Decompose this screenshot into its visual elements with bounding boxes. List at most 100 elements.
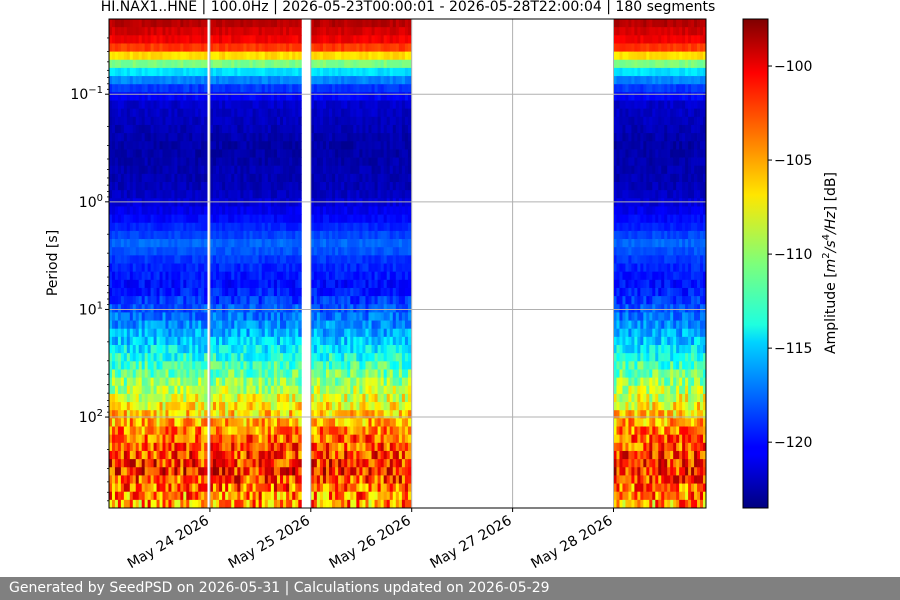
heatmap-cell <box>138 141 143 150</box>
heatmap-cell <box>111 230 116 240</box>
heatmap-cell <box>356 402 360 411</box>
heatmap-cell <box>237 173 241 183</box>
heatmap-cell <box>276 51 281 61</box>
heatmap-cell <box>153 345 157 354</box>
heatmap-cell <box>162 393 166 403</box>
heatmap-cell <box>347 385 351 395</box>
heatmap-cell <box>310 27 315 36</box>
heatmap-cell <box>280 198 284 207</box>
heatmap-cell <box>344 182 348 191</box>
heatmap-cell <box>189 467 193 476</box>
heatmap-cell <box>356 450 360 460</box>
heatmap-cell <box>325 222 330 232</box>
heatmap-cell <box>212 67 217 77</box>
heatmap-cell <box>198 304 202 313</box>
heatmap-cell <box>325 467 330 476</box>
heatmap-cell <box>267 84 272 93</box>
heatmap-cell <box>267 247 272 256</box>
heatmap-cell <box>126 410 131 419</box>
heatmap-cell <box>234 124 238 134</box>
heatmap-cell <box>117 76 122 85</box>
heatmap-cell <box>209 361 214 370</box>
heatmap-cell <box>246 467 250 476</box>
heatmap-cell <box>344 35 348 44</box>
heatmap-cell <box>156 279 160 289</box>
heatmap-cell <box>286 165 290 175</box>
heatmap-cell <box>114 336 119 346</box>
heatmap-cell <box>209 76 214 85</box>
heatmap-cell <box>114 206 119 215</box>
heatmap-cell <box>129 59 134 69</box>
heatmap-cell <box>222 499 226 509</box>
heatmap-cell <box>212 222 217 232</box>
heatmap-cell <box>159 27 163 36</box>
heatmap-cell <box>153 483 157 493</box>
heatmap-cell <box>109 475 113 484</box>
heatmap-cell <box>141 67 146 77</box>
heatmap-cell <box>225 393 229 403</box>
heatmap-cell <box>335 190 339 199</box>
heatmap-cell <box>141 124 146 134</box>
heatmap-cell <box>313 182 318 191</box>
heatmap-cell <box>243 255 247 264</box>
heatmap-cell <box>198 84 202 93</box>
heatmap-cell <box>117 353 122 362</box>
heatmap-cell <box>359 165 363 175</box>
heatmap-cell <box>201 320 205 330</box>
heatmap-cell <box>273 27 278 36</box>
heatmap-cell <box>359 76 363 85</box>
heatmap-cell <box>168 182 172 191</box>
heatmap-cell <box>111 108 116 118</box>
heatmap-cell <box>174 263 178 273</box>
heatmap-cell <box>310 214 315 224</box>
heatmap-cell <box>150 353 154 362</box>
heatmap-cell <box>162 361 166 370</box>
heatmap-cell <box>264 271 269 281</box>
heatmap-cell <box>228 255 232 264</box>
heatmap-cell <box>147 51 152 61</box>
heatmap-cell <box>362 304 366 313</box>
heatmap-cell <box>209 287 214 297</box>
heatmap-cell <box>316 239 321 248</box>
heatmap-cell <box>258 43 263 52</box>
heatmap-cell <box>270 459 275 468</box>
heatmap-cell <box>289 59 293 69</box>
heatmap-cell <box>280 271 284 281</box>
heatmap-cell <box>117 239 122 248</box>
heatmap-cell <box>126 206 131 215</box>
heatmap-cell <box>270 190 275 199</box>
heatmap-cell <box>111 116 116 126</box>
heatmap-cell <box>276 499 281 509</box>
heatmap-cell <box>189 328 193 338</box>
heatmap-cell <box>338 133 342 142</box>
heatmap-cell <box>144 467 149 476</box>
heatmap-cell <box>261 271 266 281</box>
heatmap-cell <box>135 149 140 158</box>
heatmap-cell <box>204 385 208 395</box>
heatmap-cell <box>329 296 333 305</box>
heatmap-cell <box>144 320 149 330</box>
heatmap-cell <box>246 361 250 370</box>
heatmap-cell <box>225 255 229 264</box>
heatmap-cell <box>261 35 266 44</box>
heatmap-cell <box>289 296 293 305</box>
heatmap-cell <box>135 450 140 460</box>
heatmap-cell <box>246 483 250 493</box>
heatmap-cell <box>228 27 232 36</box>
heatmap-cell <box>156 108 160 118</box>
heatmap-cell <box>325 157 330 167</box>
heatmap-cell <box>344 410 348 419</box>
heatmap-cell <box>117 43 122 52</box>
heatmap-cell <box>189 141 193 150</box>
heatmap-cell <box>225 499 229 509</box>
heatmap-cell <box>212 353 217 362</box>
heatmap-cell <box>359 263 363 273</box>
heatmap-cell <box>368 27 372 36</box>
heatmap-cell <box>231 19 235 28</box>
heatmap-cell <box>267 190 272 199</box>
heatmap-cell <box>129 369 134 378</box>
heatmap-cell <box>195 157 199 167</box>
heatmap-cell <box>212 483 217 493</box>
heatmap-cell <box>246 271 250 281</box>
heatmap-cell <box>186 385 190 395</box>
